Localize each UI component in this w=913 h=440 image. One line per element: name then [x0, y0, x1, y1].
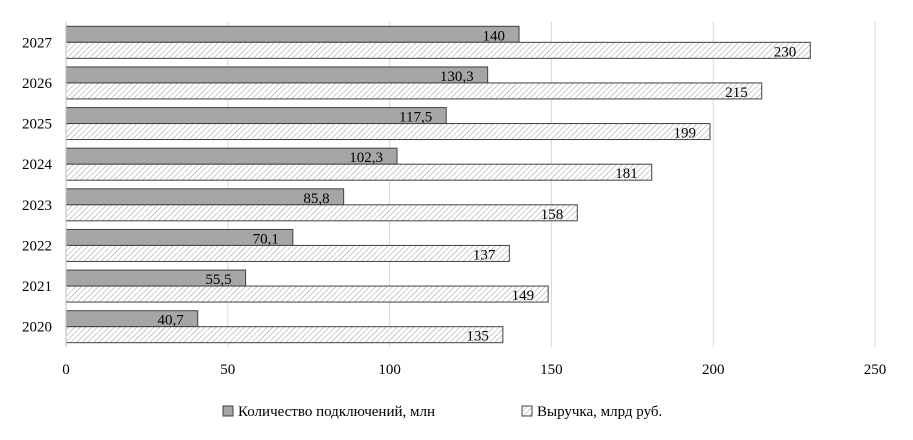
data-label: 55,5	[205, 272, 231, 288]
bar-revenue	[65, 41, 811, 59]
category-label: 2023	[22, 198, 52, 214]
bar-connections	[65, 25, 520, 43]
bar-revenue	[65, 326, 504, 344]
bar-connections	[65, 107, 447, 125]
x-tick-label: 200	[702, 362, 725, 378]
data-label: 140	[483, 28, 506, 44]
category-label: 2021	[22, 279, 52, 295]
data-label: 102,3	[349, 150, 383, 166]
bar-revenue	[65, 244, 510, 262]
category-label: 2024	[22, 157, 53, 173]
data-label: 181	[615, 166, 638, 182]
data-label: 130,3	[440, 69, 474, 85]
bar-revenue	[65, 285, 549, 303]
data-label: 85,8	[303, 191, 329, 207]
x-tick-label: 50	[220, 362, 235, 378]
bar-revenue	[65, 204, 578, 222]
data-label: 117,5	[399, 110, 432, 126]
x-tick-label: 150	[540, 362, 563, 378]
legend: Количество подключений, млн Выручка, млр…	[222, 404, 662, 420]
data-label: 158	[541, 207, 564, 223]
legend-label-revenue: Выручка, млрд руб.	[537, 404, 662, 420]
bar-connections	[65, 188, 345, 206]
bar-revenue	[65, 82, 763, 100]
category-label: 2027	[22, 35, 53, 51]
legend-swatch-connections	[222, 405, 234, 417]
data-label: 215	[725, 85, 748, 101]
bar-revenue	[65, 163, 653, 181]
legend-swatch-revenue	[521, 405, 533, 417]
data-label: 70,1	[253, 231, 279, 247]
axes: 0 50 100 150 200 250 2020 2021 2022 2023 2024 2025 2…	[22, 22, 886, 378]
x-tick-label: 250	[864, 362, 887, 378]
bars: 40,7 135 55,5 149 70,1 137 85,8 158 102,3 181 117,…	[65, 25, 811, 345]
category-label: 2026	[22, 76, 53, 92]
category-label: 2020	[22, 320, 52, 336]
bar-revenue	[65, 123, 711, 141]
data-label: 40,7	[157, 313, 184, 329]
data-label: 230	[774, 44, 797, 60]
category-label: 2025	[22, 117, 52, 133]
legend-label-connections: Количество подключений, млн	[238, 404, 435, 420]
data-label: 135	[466, 329, 489, 345]
x-tick-label: 0	[62, 362, 70, 378]
data-label: 137	[473, 247, 496, 263]
data-label: 199	[673, 126, 696, 142]
category-label: 2022	[22, 238, 52, 254]
data-label: 149	[512, 288, 535, 304]
bar-connections	[65, 66, 489, 84]
x-tick-label: 100	[378, 362, 401, 378]
bar-connections	[65, 147, 398, 165]
